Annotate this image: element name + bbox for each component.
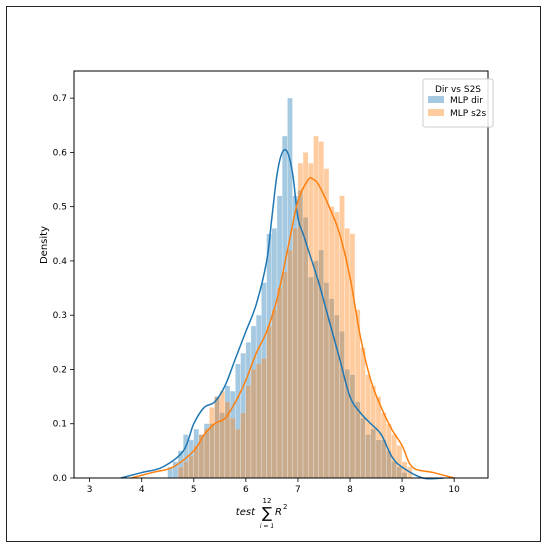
bar-mlp-s2s-42	[396, 445, 402, 479]
bar-mlp-s2s-38	[375, 396, 382, 479]
bar-mlp-s2s-1	[183, 461, 189, 479]
y-tick-label-0.4: 0.4	[53, 257, 68, 267]
bar-mlp-s2s-5	[204, 429, 210, 479]
x-tick-label-10: 10	[448, 485, 460, 495]
bar-mlp-s2s-17	[266, 325, 272, 479]
bar-mlp-s2s-29	[329, 206, 335, 479]
bar-mlp-s2s-2	[188, 456, 194, 479]
y-tick-label-0.7: 0.7	[53, 94, 67, 104]
bar-mlp-s2s-15	[256, 363, 262, 479]
y-tick-label-0.6: 0.6	[53, 148, 68, 158]
y-axis-label: Density	[39, 226, 50, 264]
y-tick-label-0.1: 0.1	[53, 420, 67, 430]
bar-mlp-s2s-12	[240, 412, 246, 479]
bar-mlp-s2s-25	[308, 163, 314, 479]
y-axis-ticks: 0.0 0.1 0.2 0.3 0.4 0.5 0.6 0.7	[53, 94, 74, 484]
x-label-sum-symbol: ∑	[262, 504, 272, 522]
y-tick-label-0.2: 0.2	[53, 365, 67, 375]
kde-line-mlp-dir	[120, 148, 444, 480]
bar-mlp-s2s-6	[209, 407, 215, 479]
bar-mlp-s2s-8	[219, 391, 225, 479]
bar-mlp-s2s-22	[292, 228, 298, 479]
density-histogram-chart: 3 4 5 6 7 8 9 10 0.0 0.1 0.2 0.3 0.4 0.5 0.6 0.7 Densi…	[39, 70, 494, 530]
figure-frame: 3 4 5 6 7 8 9 10 0.0 0.1 0.2 0.3 0.4 0.5 0.6 0.7 Densi…	[6, 6, 541, 542]
bar-mlp-s2s-37	[370, 385, 376, 479]
legend-entry-mlp-s2s: MLP s2s	[428, 109, 486, 119]
bar-mlp-s2s-0	[178, 466, 184, 479]
bar-mlp-s2s-11	[235, 429, 241, 479]
bar-mlp-s2s-24	[302, 152, 309, 479]
bar-mlp-s2s-18	[271, 309, 277, 479]
legend: Dir vs S2S MLP dir MLP s2s	[422, 78, 494, 128]
legend-title: Dir vs S2S	[435, 85, 481, 95]
plot-border	[73, 70, 489, 479]
bar-mlp-s2s-13	[245, 385, 251, 479]
x-tick-label-4: 4	[139, 485, 145, 495]
kde-line-mlp-s2s	[131, 176, 455, 479]
legend-entry-mlp-dir: MLP dir	[428, 96, 483, 106]
bar-mlp-s2s-19	[276, 287, 283, 479]
bar-mlp-s2s-28	[323, 168, 330, 479]
y-tick-label-0.3: 0.3	[53, 311, 67, 321]
bar-mlp-s2s-20	[282, 271, 288, 479]
legend-label-mlp-s2s: MLP s2s	[450, 109, 486, 119]
x-axis-label: test 12 ∑ i = 1 R 2	[236, 497, 288, 530]
x-tick-label-9: 9	[399, 485, 405, 495]
histogram-bars	[167, 97, 413, 479]
legend-swatch-mlp-s2s	[428, 109, 444, 116]
kde-curves	[120, 148, 455, 480]
x-label-prefix: test	[236, 507, 256, 518]
x-label-term: R	[275, 507, 282, 518]
legend-swatch-mlp-dir	[428, 96, 444, 103]
bar-mlp-s2s-39	[381, 412, 387, 479]
x-label-sum-lower: i = 1	[260, 523, 274, 530]
bar-mlp-s2s-33	[349, 233, 356, 479]
x-tick-label-8: 8	[347, 485, 353, 495]
x-tick-label-7: 7	[295, 485, 301, 495]
bar-mlp-s2s-21	[287, 249, 293, 479]
x-label-power: 2	[283, 503, 287, 511]
bar-mlp-s2s-16	[261, 358, 267, 479]
bar-mlp-s2s-7	[214, 396, 220, 479]
legend-box	[422, 78, 494, 128]
x-label-sum-upper: 12	[263, 497, 272, 505]
bar-mlp-s2s-14	[250, 369, 257, 479]
x-tick-label-6: 6	[243, 485, 249, 495]
y-tick-label-0.0: 0.0	[53, 474, 68, 484]
x-axis-ticks: 3 4 5 6 7 8 9 10	[87, 478, 460, 495]
y-tick-label-0.5: 0.5	[53, 203, 67, 213]
bar-mlp-s2s-23	[297, 163, 303, 479]
x-tick-label-5: 5	[191, 485, 197, 495]
bar-mlp-s2s-26	[313, 135, 319, 479]
legend-label-mlp-dir: MLP dir	[450, 96, 483, 106]
bar-mlp-s2s-10	[230, 418, 236, 479]
x-tick-label-3: 3	[87, 485, 93, 495]
bar-mlp-s2s-36	[365, 374, 371, 479]
